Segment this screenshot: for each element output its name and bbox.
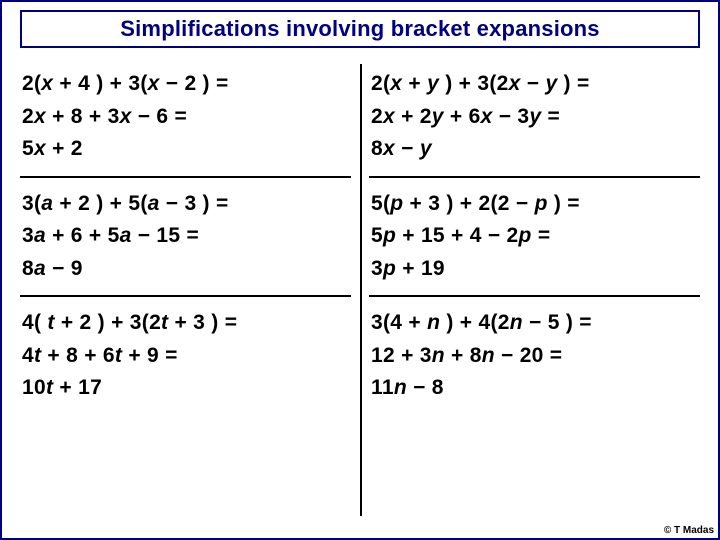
expr-line: 2x + 2y + 6x − 3y = bbox=[371, 101, 698, 134]
expr-line: 5(p + 3 ) + 2(2 − p ) = bbox=[371, 188, 698, 221]
expr-line: 12 + 3n + 8n − 20 = bbox=[371, 340, 698, 373]
title-bar: Simplifications involving bracket expans… bbox=[20, 10, 700, 48]
problem-cell: 2(x + y ) + 3(2x − y ) = 2x + 2y + 6x − … bbox=[369, 58, 700, 178]
problem-cell: 3(4 + n ) + 4(2n − 5 ) = 12 + 3n + 8n − … bbox=[369, 297, 700, 417]
expr-line: 2(x + y ) + 3(2x − y ) = bbox=[371, 68, 698, 101]
problem-cell: 3(a + 2 ) + 5(a − 3 ) = 3a + 6 + 5a − 15… bbox=[20, 178, 351, 298]
expr-line: 4( t + 2 ) + 3(2t + 3 ) = bbox=[22, 307, 349, 340]
expr-line: 8x − y bbox=[371, 133, 698, 166]
problem-cell: 2(x + 4 ) + 3(x − 2 ) = 2x + 8 + 3x − 6 … bbox=[20, 58, 351, 178]
page-title: Simplifications involving bracket expans… bbox=[120, 16, 599, 41]
expr-line: 10t + 17 bbox=[22, 372, 349, 405]
expr-line: 8a − 9 bbox=[22, 253, 349, 286]
expr-line: 5x + 2 bbox=[22, 133, 349, 166]
expr-line: 11n − 8 bbox=[371, 372, 698, 405]
expr-line: 3(4 + n ) + 4(2n − 5 ) = bbox=[371, 307, 698, 340]
copyright-text: © T Madas bbox=[664, 525, 714, 536]
vertical-divider bbox=[360, 64, 362, 516]
expr-line: 5p + 15 + 4 − 2p = bbox=[371, 220, 698, 253]
expr-line: 2(x + 4 ) + 3(x − 2 ) = bbox=[22, 68, 349, 101]
problem-cell: 5(p + 3 ) + 2(2 − p ) = 5p + 15 + 4 − 2p… bbox=[369, 178, 700, 298]
expr-line: 3p + 19 bbox=[371, 253, 698, 286]
problem-cell: 4( t + 2 ) + 3(2t + 3 ) = 4t + 8 + 6t + … bbox=[20, 297, 351, 417]
expr-line: 3(a + 2 ) + 5(a − 3 ) = bbox=[22, 188, 349, 221]
expr-line: 4t + 8 + 6t + 9 = bbox=[22, 340, 349, 373]
expr-line: 3a + 6 + 5a − 15 = bbox=[22, 220, 349, 253]
expr-line: 2x + 8 + 3x − 6 = bbox=[22, 101, 349, 134]
